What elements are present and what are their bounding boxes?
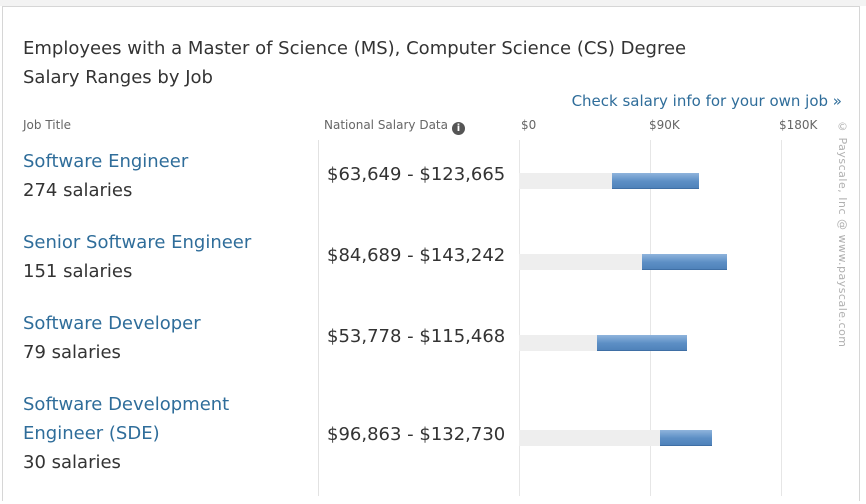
job-row-3: Software Developer 79 salaries: [23, 309, 201, 367]
national-salary-header: National Salary Data i: [324, 118, 465, 135]
column-divider: [318, 140, 319, 496]
salary-range-bar[interactable]: [642, 254, 728, 270]
salary-count: 274 salaries: [23, 180, 133, 201]
axis-tick-1: $90K: [649, 118, 680, 132]
title-line-1: Employees with a Master of Science (MS),…: [23, 38, 687, 59]
job-link-line-2: Engineer (SDE): [23, 423, 160, 444]
job-link[interactable]: Software Engineer: [23, 151, 189, 172]
check-salary-link[interactable]: Check salary info for your own job »: [571, 92, 842, 110]
salary-card: [2, 6, 860, 501]
payscale-watermark: © Payscale, Inc @ www.payscale.com: [836, 120, 849, 348]
axis-tick-0: $0: [521, 118, 537, 132]
salary-range-bar[interactable]: [611, 173, 699, 189]
job-row-4: Software Development Engineer (SDE) 30 s…: [23, 390, 229, 477]
job-link[interactable]: Software Development Engineer (SDE): [23, 390, 229, 448]
chart-title: Employees with a Master of Science (MS),…: [23, 34, 686, 92]
salary-range-label: $84,689 - $143,242: [327, 245, 506, 266]
gridline-0: [519, 140, 520, 496]
title-line-2: Salary Ranges by Job: [23, 67, 213, 88]
salary-range-bar[interactable]: [659, 430, 713, 446]
salary-range-label: $63,649 - $123,665: [327, 164, 506, 185]
info-icon[interactable]: i: [451, 122, 465, 135]
salary-count: 30 salaries: [23, 452, 121, 473]
salary-count: 79 salaries: [23, 342, 121, 363]
job-row-1: Software Engineer 274 salaries: [23, 147, 188, 205]
job-link[interactable]: Senior Software Engineer: [23, 232, 252, 253]
top-edge: [0, 0, 866, 6]
national-salary-header-label: National Salary Data: [324, 118, 448, 132]
job-title-header: Job Title: [23, 118, 72, 132]
salary-range-bar[interactable]: [597, 335, 688, 351]
job-link[interactable]: Software Developer: [23, 313, 201, 334]
gridline-90k: [650, 140, 651, 496]
salary-range-label: $53,778 - $115,468: [327, 326, 506, 347]
job-row-2: Senior Software Engineer 151 salaries: [23, 228, 251, 286]
gridline-180k: [781, 140, 782, 496]
job-link-line-1: Software Development: [23, 394, 230, 415]
salary-range-label: $96,863 - $132,730: [327, 424, 506, 445]
salary-count: 151 salaries: [23, 261, 133, 282]
axis-tick-2: $180K: [779, 118, 818, 132]
